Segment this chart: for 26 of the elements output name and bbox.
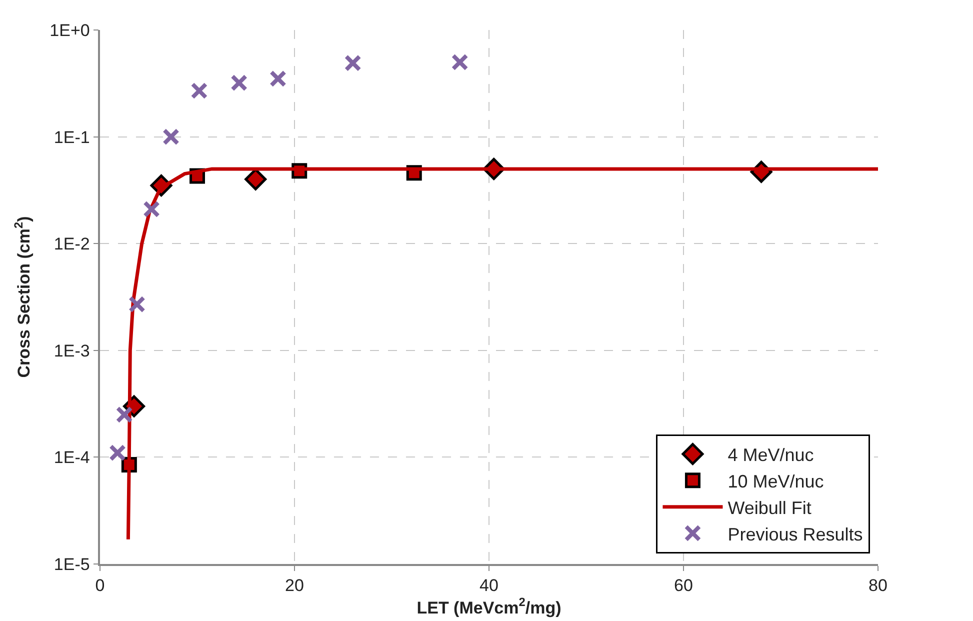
- legend-label: Weibull Fit: [728, 498, 812, 518]
- legend-label: 4 MeV/nuc: [728, 445, 814, 466]
- point: [230, 74, 248, 92]
- legend-label: Previous Results: [728, 524, 863, 544]
- point: [143, 200, 160, 218]
- point: [451, 54, 468, 71]
- y-tick-label: 1E-4: [54, 448, 90, 468]
- point: [344, 54, 362, 72]
- y-tick-label: 1E-1: [54, 128, 90, 147]
- y-tick-label: 1E-2: [54, 234, 90, 254]
- x-tick-label: 20: [285, 576, 304, 596]
- x-tick-label: 40: [480, 576, 498, 596]
- point: [109, 444, 126, 462]
- legend-label: 10 MeV/nuc: [728, 471, 824, 492]
- x-tick-label: 80: [868, 576, 888, 596]
- point: [162, 128, 180, 146]
- y-tick-label: 1E+0: [50, 20, 90, 40]
- x-axis-title: LET (MeVcm$^{2}$/mg): [416, 595, 562, 618]
- x-tick-label: 60: [674, 576, 693, 596]
- point: [190, 82, 208, 100]
- point: [269, 70, 286, 88]
- y-tick-label: 1E-3: [54, 341, 90, 360]
- point: [128, 296, 146, 313]
- y-tick-label: 1E-5: [54, 554, 90, 574]
- x-tick-label: 0: [95, 576, 105, 596]
- point: [116, 406, 133, 424]
